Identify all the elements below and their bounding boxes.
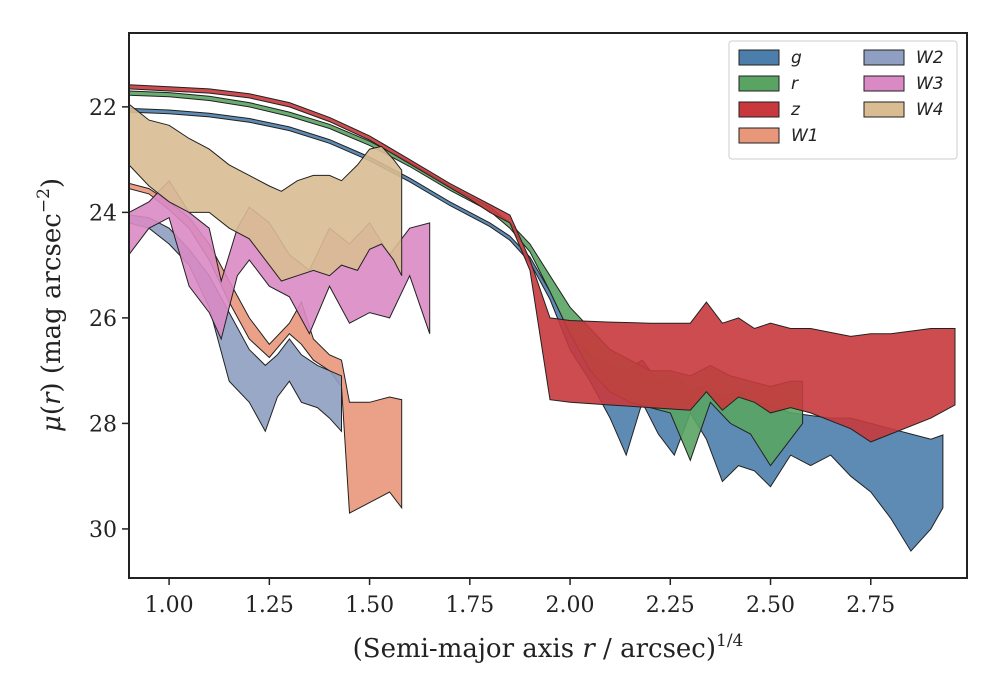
x-axis-title-sup: 1/4	[716, 631, 743, 651]
y-axis-title-sup: −2	[34, 188, 54, 213]
y-axis-title-open: (	[37, 405, 67, 415]
legend-label-r: r	[791, 74, 799, 94]
x-axis-ticks: 1.00 1.25 1.50 1.75 2.00 2.25 2.50 2.75	[145, 578, 895, 618]
legend-swatch-W3	[863, 75, 905, 92]
y-axis-title-end: )	[37, 178, 67, 188]
x-tick-label: 2.75	[846, 593, 895, 618]
legend-label-g: g	[791, 48, 802, 68]
legend-swatch-r	[738, 75, 780, 92]
x-tick-label: 2.00	[546, 593, 595, 618]
legend-swatch-W2	[863, 49, 905, 66]
x-axis-title-lead: (Semi-major axis	[353, 634, 583, 664]
x-tick-label: 2.50	[746, 593, 795, 618]
y-tick-label: 28	[89, 412, 117, 437]
legend-swatch-W4	[863, 101, 905, 118]
x-axis-title-var: r	[582, 634, 596, 664]
legend: grz W1 W2 W3 W4	[728, 40, 958, 160]
legend-swatch-g	[738, 49, 780, 66]
legend-label-z: z	[790, 100, 801, 120]
x-tick-label: 1.00	[145, 593, 194, 618]
y-axis-title-mu: μ	[37, 415, 67, 432]
y-axis-title-close: ) (mag arcsec	[37, 213, 67, 392]
y-axis-ticks: 22 24 26 28 30	[89, 96, 129, 543]
profile-bands	[129, 84, 956, 552]
y-tick-label: 24	[89, 201, 117, 226]
plot-frame	[128, 32, 968, 579]
band-z	[129, 84, 956, 443]
x-axis-title-mid: / arcsec)	[595, 634, 716, 664]
legend-label-W3: W3	[916, 74, 944, 94]
y-tick-label: 26	[89, 307, 117, 332]
legend-label-W1: W1	[791, 126, 819, 146]
y-axis-title: μ(r) (mag arcsec−2)	[34, 178, 67, 432]
y-axis-title-var: r	[37, 391, 67, 405]
y-tick-label: 22	[89, 96, 117, 121]
x-tick-label: 2.25	[646, 593, 695, 618]
x-axis-title: (Semi-major axis r / arcsec)1/4	[353, 631, 744, 664]
band-W4	[129, 103, 403, 282]
x-tick-label: 1.50	[345, 593, 394, 618]
legend-swatch-W1	[738, 127, 780, 144]
legend-swatch-z	[738, 101, 780, 118]
legend-label-W2: W2	[916, 48, 944, 68]
legend-frame	[728, 40, 958, 160]
y-tick-label: 30	[89, 518, 117, 543]
x-tick-label: 1.75	[445, 593, 494, 618]
legend-label-W4: W4	[916, 100, 944, 120]
x-tick-label: 1.25	[245, 593, 294, 618]
